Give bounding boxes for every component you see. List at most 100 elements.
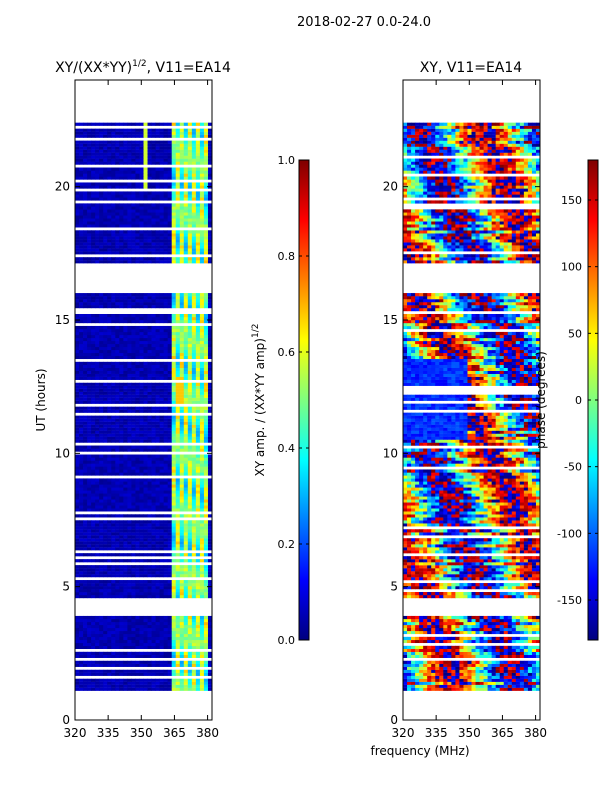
heatmap-cell [167, 305, 173, 309]
heatmap-cell [95, 559, 100, 563]
heatmap-cell [147, 376, 152, 380]
heatmap-cell [175, 684, 181, 688]
heatmap-cell [155, 636, 161, 641]
heatmap-cell [175, 239, 181, 243]
heatmap-cell [143, 523, 148, 527]
heatmap-cell [199, 508, 205, 512]
heatmap-cell [107, 439, 112, 443]
heatmap-cell [87, 421, 92, 425]
heatmap-cell [83, 627, 88, 632]
heatmap-cell [183, 155, 189, 159]
heatmap-cell [175, 296, 181, 300]
heatmap-cell [199, 239, 205, 243]
heatmap-cell [207, 499, 212, 503]
heatmap-cell [195, 627, 201, 632]
heatmap-cell [187, 427, 193, 431]
heatmap-cell [115, 221, 120, 225]
heatmap-cell [203, 239, 209, 243]
heatmap-cell [151, 415, 156, 419]
heatmap-cell [159, 394, 165, 398]
heatmap-cell [119, 595, 124, 599]
heatmap-cell [175, 508, 181, 512]
heatmap-cell [119, 514, 124, 518]
heatmap-cell [159, 624, 165, 629]
heatmap-cell [171, 364, 177, 369]
heatmap-cell [139, 642, 144, 647]
heatmap-cell [139, 645, 144, 650]
heatmap-cell [131, 669, 136, 673]
heatmap-cell [171, 487, 177, 491]
heatmap-cell [127, 535, 132, 539]
heatmap-cell [103, 684, 108, 688]
heatmap-cell [135, 215, 140, 219]
heatmap-cell [155, 161, 161, 165]
heatmap-cell [115, 293, 120, 297]
heatmap-cell [75, 418, 80, 422]
heatmap-cell [115, 349, 120, 354]
heatmap-cell [119, 544, 124, 548]
heatmap-cell [187, 230, 193, 234]
heatmap-cell [87, 257, 92, 261]
heatmap-cell [151, 618, 156, 623]
heatmap-cell [83, 639, 88, 644]
heatmap-cell [207, 463, 212, 467]
heatmap-cell [79, 415, 84, 419]
heatmap-cell [79, 547, 84, 551]
heatmap-cell [87, 146, 92, 150]
heatmap-cell [179, 215, 185, 219]
heatmap-cell [179, 146, 185, 150]
heatmap-cell [87, 529, 92, 533]
heatmap-cell [119, 627, 124, 632]
heatmap-cell [119, 424, 124, 428]
heatmap-cell [179, 565, 185, 569]
heatmap-cell [143, 421, 148, 425]
heatmap-cell [75, 173, 80, 177]
heatmap-cell [163, 409, 169, 413]
heatmap-cell [115, 454, 120, 458]
heatmap-cell [83, 334, 88, 339]
heatmap-cell [191, 439, 197, 443]
heatmap-cell [139, 328, 144, 333]
heatmap-cell [207, 334, 212, 339]
heatmap-cell [175, 592, 181, 596]
heatmap-cell [191, 532, 197, 536]
heatmap-cell [95, 176, 100, 180]
heatmap-cell [159, 230, 165, 234]
heatmap-cell [123, 618, 128, 623]
heatmap-cell [151, 445, 156, 449]
heatmap-cell [135, 499, 140, 503]
heatmap-cell [167, 642, 173, 647]
heatmap-cell [147, 146, 152, 150]
heatmap-cell [99, 370, 104, 374]
heatmap-cell [95, 170, 100, 174]
heatmap-cell [111, 173, 116, 177]
heatmap-cell [139, 245, 144, 249]
heatmap-cell [115, 424, 120, 428]
heatmap-cell [127, 382, 132, 386]
heatmap-cell [195, 645, 201, 650]
heatmap-cell [195, 328, 201, 333]
heatmap-cell [147, 343, 152, 348]
heatmap-cell [187, 553, 193, 557]
heatmap-cell [175, 505, 181, 509]
heatmap-cell [79, 580, 84, 584]
heatmap-cell [127, 532, 132, 536]
heatmap-cell [103, 370, 108, 374]
heatmap-cell [179, 355, 185, 360]
heatmap-cell [159, 373, 165, 377]
heatmap-cell [83, 176, 88, 180]
heatmap-cell [159, 197, 165, 201]
heatmap-cell [207, 224, 212, 228]
heatmap-cell [195, 445, 201, 449]
heatmap-cell [131, 424, 136, 428]
heatmap-cell [103, 161, 108, 165]
heatmap-cell [103, 152, 108, 156]
heatmap-cell [167, 520, 173, 524]
heatmap-cell [135, 418, 140, 422]
heatmap-cell [187, 319, 193, 324]
heatmap-cell [139, 633, 144, 638]
heatmap-cell [203, 421, 209, 425]
heatmap-cell [171, 325, 177, 330]
heatmap-cell [191, 349, 197, 354]
heatmap-cell [199, 316, 205, 321]
